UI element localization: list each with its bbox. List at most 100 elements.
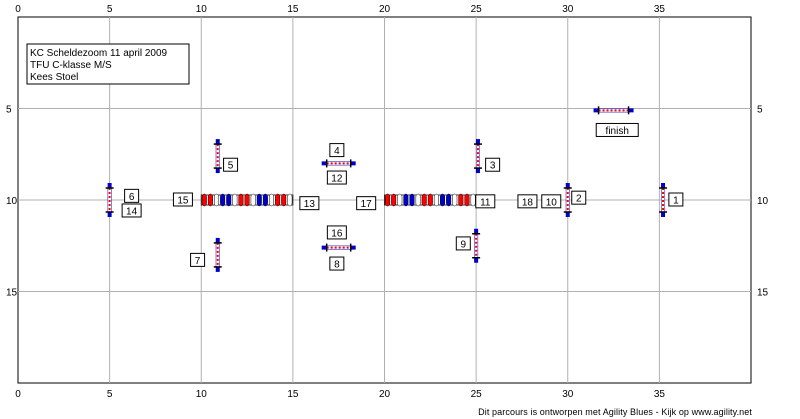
tunnel-ring <box>446 193 452 207</box>
label-text: 7 <box>195 256 201 267</box>
x-tick-label: 10 <box>196 389 208 400</box>
x-tick-label: 5 <box>107 4 113 15</box>
j5-jump <box>213 139 222 174</box>
label-text: 18 <box>522 197 534 208</box>
tunnel-ring <box>238 193 244 207</box>
label-box <box>595 122 639 137</box>
x-tick-label: 15 <box>287 4 299 15</box>
obstacle-label-2: 2 <box>571 190 587 205</box>
tunnel-ring <box>250 193 256 207</box>
label-text: 9 <box>461 239 467 250</box>
tunnel-ring <box>214 193 220 207</box>
obstacle-label-12: 12 <box>326 170 347 185</box>
info-line-judge: Kees Stoel <box>30 72 78 83</box>
label-text: 3 <box>490 161 496 172</box>
label-text: 10 <box>546 197 558 208</box>
label-text: 1 <box>673 196 679 207</box>
label-text: 5 <box>228 161 234 172</box>
j1-jump <box>659 183 668 217</box>
label-box <box>329 256 345 271</box>
label-text: 6 <box>129 192 135 203</box>
j7-jump <box>213 237 222 272</box>
tunnel-ring <box>415 193 421 207</box>
label-box <box>172 192 193 207</box>
tunnel-left <box>200 193 294 207</box>
obstacle-label-1: 1 <box>668 192 684 207</box>
tunnel-ring <box>397 193 403 207</box>
tunnel-ring <box>464 193 470 207</box>
label-text: 11 <box>480 197 491 208</box>
label-box <box>299 196 320 211</box>
obstacle-label-10: 10 <box>541 194 562 209</box>
obstacle-label-17: 17 <box>356 196 377 211</box>
label-box <box>326 225 347 240</box>
finish-jump <box>593 106 634 115</box>
y-tick-label: 5 <box>757 105 763 116</box>
label-box <box>329 143 345 158</box>
x-tick-label: 10 <box>196 4 208 15</box>
info-line-club: KC Scheldezoom 11 april 2009 <box>30 48 168 59</box>
tunnel-ring <box>256 193 262 207</box>
tunnel-ring <box>470 193 476 207</box>
y-tick-label: 10 <box>6 196 18 207</box>
x-tick-label: 35 <box>654 4 666 15</box>
obstacle-label-15: 15 <box>172 192 193 207</box>
label-text: 17 <box>361 199 373 210</box>
tunnel-ring <box>275 193 281 207</box>
obstacle-label-16: 16 <box>326 225 347 240</box>
tunnel-ring <box>207 193 213 207</box>
obstacle-label-5: 5 <box>223 157 239 172</box>
tunnel-ring <box>433 193 439 207</box>
tunnel-ring <box>268 193 275 207</box>
x-tick-label: 5 <box>107 389 113 400</box>
x-tick-label: 25 <box>471 389 483 400</box>
tunnel-ring <box>409 193 415 207</box>
j9-jump <box>472 228 481 263</box>
label-box <box>356 196 377 211</box>
obstacle-label-7: 7 <box>190 252 206 267</box>
x-tick-label: 25 <box>471 4 483 15</box>
label-text: finish <box>606 126 629 137</box>
x-tick-label: 30 <box>562 389 574 400</box>
tunnel-ring <box>262 193 268 207</box>
label-box <box>223 157 239 172</box>
obstacle-label-6: 6 <box>124 188 140 203</box>
obstacle-label-13: 13 <box>299 196 320 211</box>
x-tick-label: 15 <box>287 389 299 400</box>
label-box <box>124 188 140 203</box>
label-box <box>485 157 501 172</box>
footer-credit: Dit parcours is ontworpen met Agility Bl… <box>478 407 752 417</box>
y-tick-label: 10 <box>757 196 769 207</box>
tunnel-ring <box>440 193 446 207</box>
j8-jump <box>321 243 356 252</box>
label-box <box>121 203 142 218</box>
x-tick-label: 0 <box>15 389 21 400</box>
j2-jump <box>563 183 572 217</box>
y-tick-label: 15 <box>6 288 18 299</box>
label-box <box>541 194 562 209</box>
j4-jump <box>321 159 356 168</box>
tunnel-ring <box>403 193 409 207</box>
tunnel-ring <box>458 193 464 207</box>
jumps <box>105 106 668 272</box>
x-tick-label: 30 <box>562 4 574 15</box>
tunnel-ring <box>287 193 293 207</box>
obstacle-label-finish: finish <box>595 122 639 137</box>
tunnel-ring <box>201 193 207 207</box>
obstacle-label-4: 4 <box>329 143 345 158</box>
label-box <box>455 236 471 251</box>
label-text: 4 <box>334 146 340 157</box>
label-box <box>668 192 684 207</box>
y-tick-label: 5 <box>6 105 12 116</box>
obstacle-label-14: 14 <box>121 203 142 218</box>
label-box <box>517 194 538 209</box>
label-text: 14 <box>126 206 138 217</box>
label-text: 2 <box>576 194 582 205</box>
label-text: 13 <box>304 199 316 210</box>
label-text: 8 <box>334 260 340 271</box>
label-box <box>475 194 496 209</box>
tunnel-right <box>384 193 477 207</box>
